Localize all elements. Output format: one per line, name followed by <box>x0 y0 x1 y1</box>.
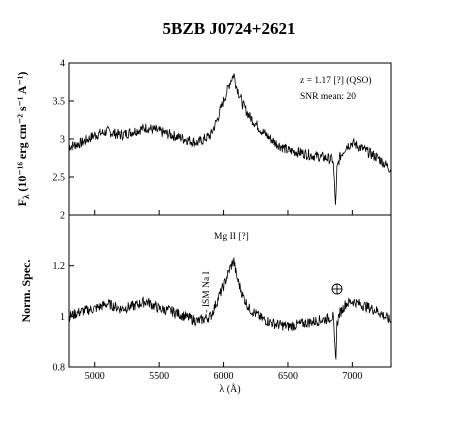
earth-symbol-icon <box>331 283 343 295</box>
flux-series-line <box>68 73 392 205</box>
ism-nai-label: ISM Na I <box>202 271 212 307</box>
chart-title: 5BZB J0724+2621 <box>163 19 296 38</box>
ism-nai-annotation: - ISM Na I <box>202 271 212 312</box>
normalized-panel: 0.8 1 1.2 5000 5500 6000 6500 7000 Mg II [?] -… <box>19 214 392 395</box>
x-tick-label: 7000 <box>342 371 362 382</box>
flux-y-label-main: F <box>15 199 29 206</box>
x-tick-label: 6000 <box>214 371 234 382</box>
flux-y-tick-label: 3.5 <box>53 97 66 108</box>
flux-y-tick-label: 3 <box>60 135 65 146</box>
normalized-y-tick-label: 1.2 <box>53 261 66 272</box>
x-axis-label: λ (Å) <box>219 383 240 395</box>
flux-y-label-units: (10⁻¹⁶ erg cm⁻² s⁻¹ A⁻¹) <box>15 72 29 192</box>
snr-annotation: SNR mean: 20 <box>300 92 356 102</box>
redshift-annotation: z = 1.17 [?] (QSO) <box>300 75 372 86</box>
flux-y-ticks: 2 2.5 3 3.5 4 <box>53 59 74 222</box>
normalized-x-ticks: 5000 5500 6000 6500 7000 <box>85 362 362 382</box>
normalized-y-label: Norm. Spec. <box>19 260 33 323</box>
flux-y-label-sub: λ <box>21 194 31 199</box>
mgii-annotation: Mg II [?] <box>214 232 249 242</box>
x-tick-label: 5000 <box>85 371 105 382</box>
flux-y-tick-label: 4 <box>60 59 65 70</box>
flux-y-tick-label: 2.5 <box>53 173 66 184</box>
normalized-series-line <box>68 257 392 360</box>
normalized-y-tick-label: 1 <box>60 312 65 323</box>
normalized-y-tick-label: 0.8 <box>53 363 66 374</box>
flux-y-tick-label: 2 <box>60 211 65 222</box>
normalized-panel-frame <box>68 214 392 368</box>
flux-y-label: Fλ (10⁻¹⁶ erg cm⁻² s⁻¹ A⁻¹) <box>15 72 31 207</box>
x-tick-label: 5500 <box>149 371 169 382</box>
x-tick-label: 6500 <box>278 371 298 382</box>
flux-panel: 2 2.5 3 3.5 4 z = 1.17 [?] (QSO) SNR mean: 2… <box>15 59 392 222</box>
flux-x-tick-marks <box>94 210 353 215</box>
